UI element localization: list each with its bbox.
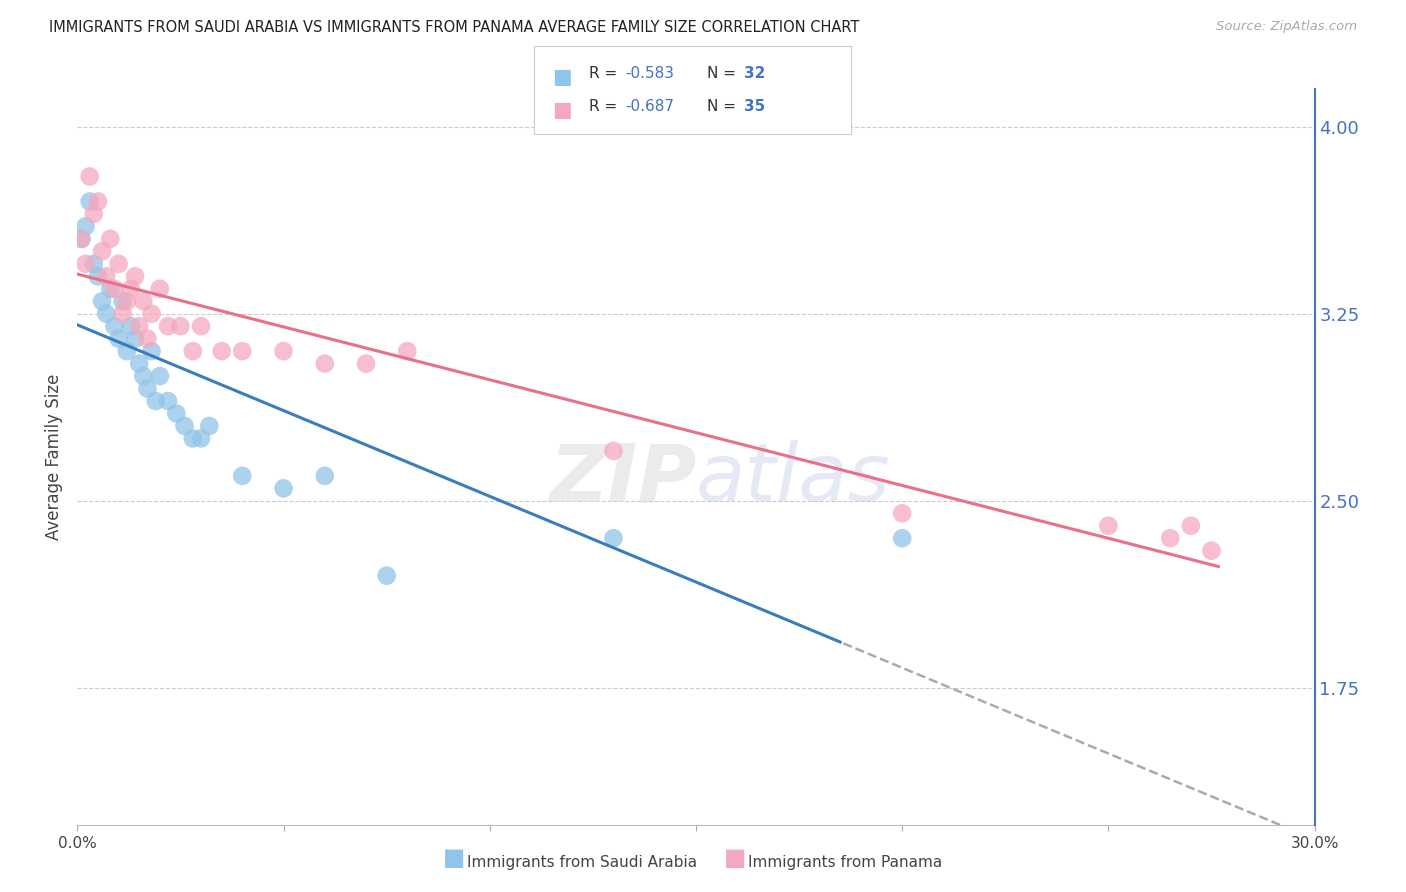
Point xyxy=(157,319,180,334)
Text: ■: ■ xyxy=(553,100,572,120)
Point xyxy=(128,357,150,371)
Point xyxy=(115,294,138,309)
Text: Source: ZipAtlas.com: Source: ZipAtlas.com xyxy=(1216,20,1357,33)
Text: Immigrants from Panama: Immigrants from Panama xyxy=(748,855,942,870)
Text: ■: ■ xyxy=(553,67,572,87)
Point xyxy=(83,207,105,221)
Point xyxy=(1159,531,1181,545)
Point xyxy=(1097,518,1119,533)
Text: 32: 32 xyxy=(744,66,765,81)
Point xyxy=(75,219,97,234)
Point xyxy=(128,319,150,334)
Point xyxy=(79,169,101,184)
Point xyxy=(103,319,125,334)
Text: IMMIGRANTS FROM SAUDI ARABIA VS IMMIGRANTS FROM PANAMA AVERAGE FAMILY SIZE CORRE: IMMIGRANTS FROM SAUDI ARABIA VS IMMIGRAN… xyxy=(49,20,859,35)
Point xyxy=(231,468,253,483)
Point xyxy=(136,332,159,346)
Point xyxy=(79,194,101,209)
Text: -0.687: -0.687 xyxy=(626,99,675,114)
Point xyxy=(96,269,118,284)
Point xyxy=(190,432,212,446)
Point xyxy=(602,444,624,458)
Point xyxy=(132,369,155,384)
Point xyxy=(173,419,195,434)
Point xyxy=(198,419,221,434)
Point xyxy=(190,319,212,334)
Point xyxy=(83,257,105,271)
Point xyxy=(98,282,121,296)
Text: -0.583: -0.583 xyxy=(626,66,675,81)
Point xyxy=(75,257,97,271)
Point xyxy=(111,294,134,309)
Point xyxy=(141,344,163,359)
Point xyxy=(87,194,110,209)
Point xyxy=(115,344,138,359)
Point xyxy=(124,269,146,284)
Point xyxy=(91,294,114,309)
Point xyxy=(181,432,204,446)
Point xyxy=(107,257,129,271)
Text: 35: 35 xyxy=(744,99,765,114)
Text: ■: ■ xyxy=(724,846,747,870)
Point xyxy=(891,531,914,545)
Point xyxy=(111,307,134,321)
Point xyxy=(314,357,336,371)
Point xyxy=(273,344,295,359)
Point xyxy=(165,407,187,421)
Point xyxy=(602,531,624,545)
Point xyxy=(103,282,125,296)
Text: Immigrants from Saudi Arabia: Immigrants from Saudi Arabia xyxy=(467,855,697,870)
Point xyxy=(136,382,159,396)
Text: atlas: atlas xyxy=(696,441,891,518)
Point xyxy=(181,344,204,359)
Point xyxy=(120,282,142,296)
Y-axis label: Average Family Size: Average Family Size xyxy=(45,374,63,541)
Text: N =: N = xyxy=(707,99,741,114)
Point xyxy=(124,332,146,346)
Point xyxy=(107,332,129,346)
Point xyxy=(70,232,93,246)
Point xyxy=(141,307,163,321)
Point xyxy=(87,269,110,284)
Point xyxy=(354,357,377,371)
Point xyxy=(157,394,180,409)
Point xyxy=(1201,543,1223,558)
Text: R =: R = xyxy=(589,99,623,114)
Point xyxy=(70,232,93,246)
Point xyxy=(149,369,172,384)
Text: R =: R = xyxy=(589,66,623,81)
Point xyxy=(314,468,336,483)
Point xyxy=(396,344,419,359)
Point xyxy=(98,232,121,246)
Point xyxy=(375,568,398,582)
Point xyxy=(96,307,118,321)
Point xyxy=(169,319,191,334)
Point xyxy=(891,506,914,520)
Point xyxy=(120,319,142,334)
Point xyxy=(231,344,253,359)
Point xyxy=(132,294,155,309)
Text: ■: ■ xyxy=(443,846,465,870)
Text: ZIP: ZIP xyxy=(548,441,696,518)
Point xyxy=(145,394,167,409)
Point xyxy=(1180,518,1202,533)
Text: N =: N = xyxy=(707,66,741,81)
Point xyxy=(211,344,233,359)
Point xyxy=(149,282,172,296)
Point xyxy=(91,244,114,259)
Point xyxy=(273,481,295,495)
